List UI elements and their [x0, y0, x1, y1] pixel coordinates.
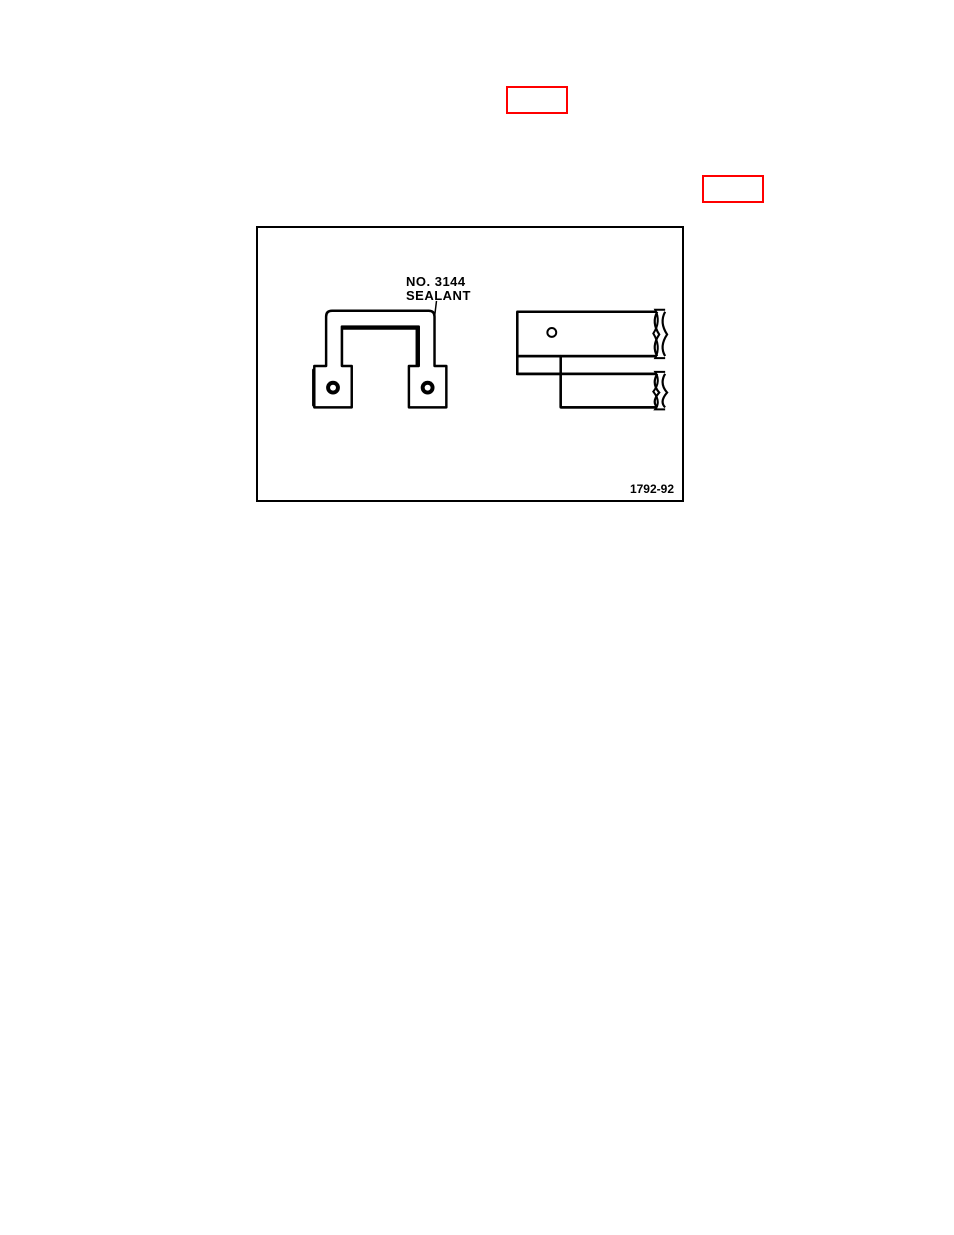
annotation-box-1: [506, 86, 568, 114]
figure-reference-number: 1792-92: [630, 482, 674, 496]
right-bracket-hole: [547, 328, 556, 337]
annotation-box-2: [702, 175, 764, 203]
right-bracket: [517, 312, 663, 408]
figure-frame: NO. 3144 SEALANT: [256, 226, 684, 502]
diagram-svg: [258, 228, 682, 500]
page: NO. 3144 SEALANT: [0, 0, 954, 1235]
